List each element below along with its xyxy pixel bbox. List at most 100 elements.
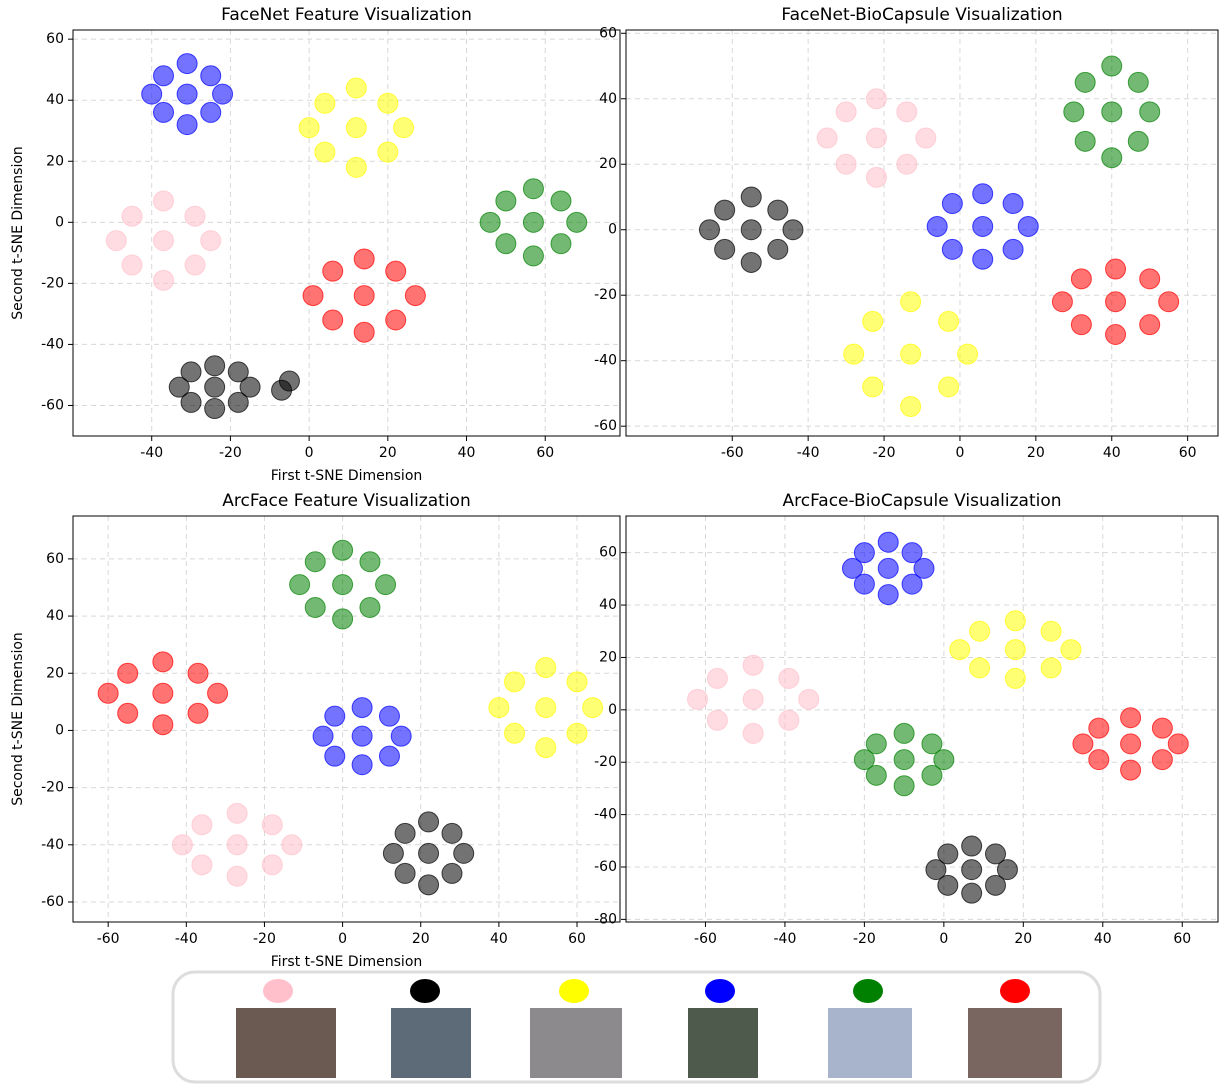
x-tick-label: 0 [338, 931, 347, 947]
point [779, 710, 799, 730]
y-tick-label: 60 [599, 25, 617, 41]
point [272, 380, 292, 400]
legend-swatch [263, 979, 293, 1003]
x-tick-label: -20 [253, 931, 276, 947]
point [303, 286, 323, 306]
y-tick-label: 40 [46, 92, 64, 108]
x-tick-label: -60 [97, 931, 120, 947]
y-tick-label: 40 [46, 608, 64, 624]
point [419, 875, 439, 895]
point [325, 746, 345, 766]
point [866, 167, 886, 187]
y-tick-label: 20 [599, 649, 617, 665]
point [1159, 292, 1179, 312]
x-tick-label: 0 [955, 445, 964, 461]
point [489, 698, 509, 718]
point [1128, 131, 1148, 151]
point [1003, 194, 1023, 214]
y-tick-label: -40 [594, 353, 617, 369]
point [142, 84, 162, 104]
point [205, 377, 225, 397]
point [188, 703, 208, 723]
point [360, 552, 380, 572]
point [1041, 621, 1061, 641]
point [313, 726, 333, 746]
point [927, 216, 947, 236]
point [154, 270, 174, 290]
point [172, 835, 192, 855]
x-tick-label: 40 [1103, 445, 1121, 461]
point [916, 128, 936, 148]
point [177, 54, 197, 74]
point [866, 765, 886, 785]
point [962, 860, 982, 880]
point [1106, 292, 1126, 312]
point [505, 723, 525, 743]
point [106, 231, 126, 251]
point [98, 683, 118, 703]
point [866, 734, 886, 754]
point [743, 723, 763, 743]
point [299, 118, 319, 138]
x-tick-label: 0 [305, 445, 314, 461]
point [901, 292, 921, 312]
face-photo [688, 1008, 758, 1078]
point [901, 344, 921, 364]
point [973, 184, 993, 204]
point [922, 765, 942, 785]
point [419, 812, 439, 832]
point [783, 220, 803, 240]
point [894, 776, 914, 796]
x-tick-label: 60 [568, 931, 586, 947]
y-tick-label: 60 [46, 31, 64, 47]
point [181, 362, 201, 382]
point [205, 399, 225, 419]
y-tick-label: -40 [594, 807, 617, 823]
point [379, 706, 399, 726]
point [282, 835, 302, 855]
x-tick-label: 60 [536, 445, 554, 461]
point [836, 154, 856, 174]
point [354, 286, 374, 306]
point [1075, 72, 1095, 92]
point [707, 668, 727, 688]
point [551, 234, 571, 254]
x-tick-label: 20 [1027, 445, 1045, 461]
point [386, 310, 406, 330]
y-tick-label: -40 [41, 336, 64, 352]
chart-title: ArcFace-BioCapsule Visualization [782, 491, 1061, 511]
point [897, 154, 917, 174]
point [346, 78, 366, 98]
point [854, 543, 874, 563]
point [741, 187, 761, 207]
point [567, 723, 587, 743]
point [262, 855, 282, 875]
y-tick-label: -20 [594, 754, 617, 770]
point [551, 191, 571, 211]
point [352, 698, 372, 718]
y-tick-label: 20 [46, 153, 64, 169]
point [536, 658, 556, 678]
point [333, 575, 353, 595]
point [817, 128, 837, 148]
point [325, 706, 345, 726]
point [970, 658, 990, 678]
point [496, 191, 516, 211]
point [192, 815, 212, 835]
point [844, 344, 864, 364]
point [201, 66, 221, 86]
point [352, 726, 372, 746]
point [986, 875, 1006, 895]
point [505, 672, 525, 692]
y-tick-label: -20 [41, 275, 64, 291]
point [1140, 102, 1160, 122]
subplot: -40-200204060-60-40-200204060FaceNet Fea… [10, 5, 620, 484]
point [894, 750, 914, 770]
point [866, 128, 886, 148]
x-tick-label: 20 [1014, 931, 1032, 947]
point [442, 823, 462, 843]
point [942, 239, 962, 259]
point [1106, 325, 1126, 345]
y-tick-label: 60 [599, 545, 617, 561]
point [208, 683, 228, 703]
